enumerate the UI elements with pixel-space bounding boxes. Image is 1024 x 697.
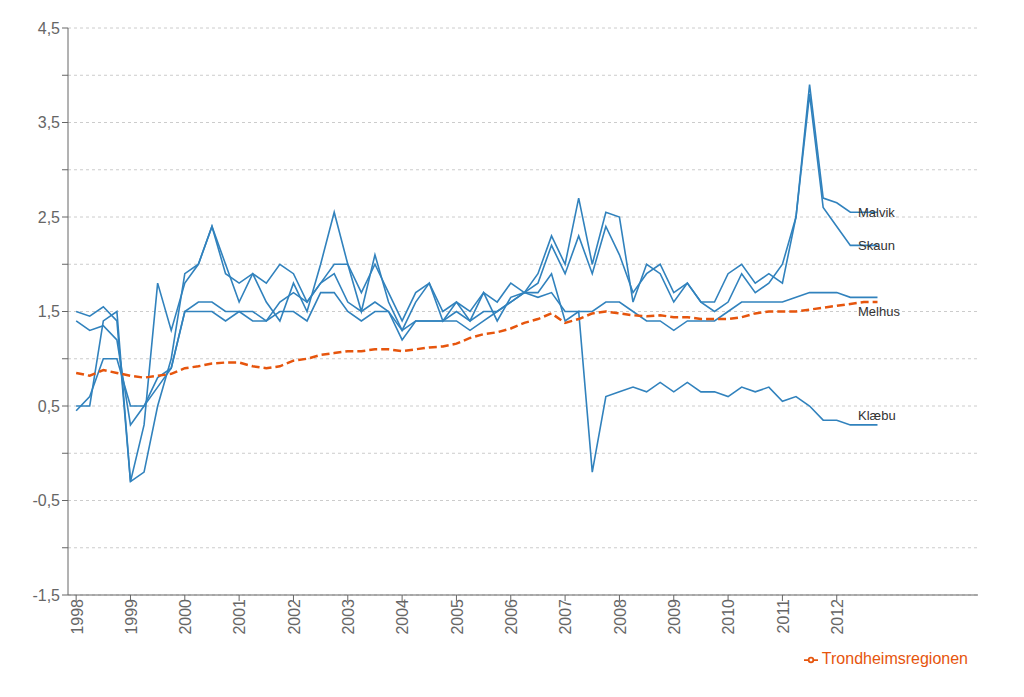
svg-text:2000: 2000 [177,599,194,635]
svg-text:Skaun: Skaun [858,238,895,253]
svg-text:3,5: 3,5 [38,114,60,131]
svg-text:4,5: 4,5 [38,20,60,37]
svg-text:2005: 2005 [449,599,466,635]
svg-text:2001: 2001 [231,599,248,635]
svg-text:0,5: 0,5 [38,398,60,415]
svg-text:2006: 2006 [503,599,520,635]
svg-text:Malvik: Malvik [858,205,895,220]
svg-text:2010: 2010 [720,599,737,635]
svg-text:2009: 2009 [666,599,683,635]
svg-text:2003: 2003 [340,599,357,635]
svg-text:2007: 2007 [557,599,574,635]
svg-text:2,5: 2,5 [38,209,60,226]
svg-text:2004: 2004 [394,599,411,635]
svg-text:2002: 2002 [286,599,303,635]
svg-text:-1,5: -1,5 [32,587,60,604]
svg-text:-0,5: -0,5 [32,492,60,509]
svg-text:1998: 1998 [69,599,86,635]
svg-text:2011: 2011 [775,599,792,634]
svg-text:Melhus: Melhus [858,304,900,319]
svg-text:2012: 2012 [829,599,846,635]
svg-text:2008: 2008 [612,599,629,635]
html-text:Trondheimsregionen: Trondheimsregionen [821,650,968,667]
svg-text:Klæbu: Klæbu [858,408,896,423]
svg-text:1,5: 1,5 [38,303,60,320]
svg-text:1999: 1999 [123,599,140,635]
